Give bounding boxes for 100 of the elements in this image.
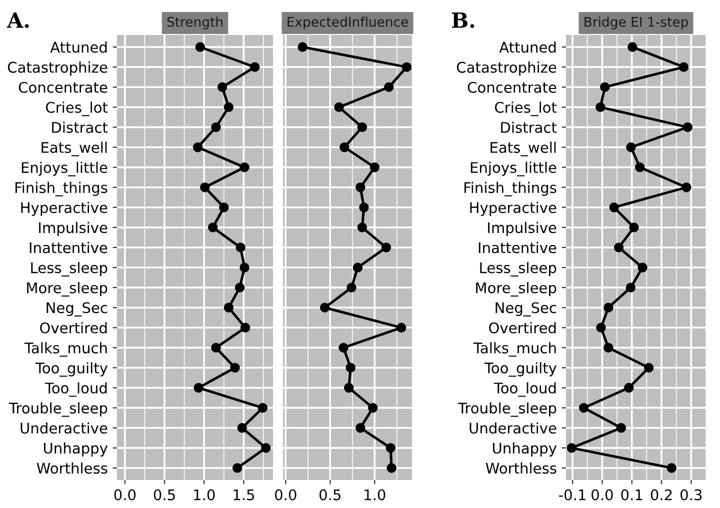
y-tick-label: Trouble_sleep [458,402,556,417]
y-tick-label: Too_guilty [35,362,108,377]
y-tick-label: Cries_lot [46,102,108,116]
y-tick-label: Neg_Sec [496,302,556,316]
point [240,262,250,272]
y-tick-label: Hyperactive [470,202,556,216]
point [344,382,354,393]
point [666,463,676,473]
x-tick-label: 0.0 [275,489,296,500]
point [208,222,218,232]
chart-title: ExpectedInfluence [288,16,408,30]
y-tick-label: Too_guilty [484,362,557,377]
point [236,242,246,252]
point [217,82,228,92]
point [616,423,626,433]
point [224,302,234,312]
y-tick-label: Enjoys_little [22,162,108,176]
y-tick-label: Unhappy [492,442,557,456]
point [600,82,610,92]
point [396,322,406,333]
y-tick-label: Finish_things [15,182,108,196]
y-tick-label: Talks_much [24,342,107,357]
y-tick-label: Attuned [499,41,556,53]
point [352,262,363,272]
x-tick-label: 1.0 [364,489,386,500]
point [346,362,356,373]
point [604,342,614,353]
point [566,443,576,453]
point [250,62,260,72]
point [596,322,606,333]
point [678,62,689,72]
point [384,82,394,92]
point [211,122,221,132]
y-tick-label: Overtired [40,322,107,334]
y-tick-label: Neg_Sec [46,302,108,316]
point [578,402,589,413]
point [609,202,619,212]
y-tick-label: Concentrate [468,82,556,93]
point [194,382,204,393]
point [368,402,378,413]
point [381,242,392,252]
point [240,162,250,172]
point [682,182,692,192]
y-tick-label: Less_sleep [480,262,556,276]
y-tick-label: Underactive [20,422,108,434]
point [604,302,614,312]
point [224,102,234,112]
y-tick-label: More_sleep [27,282,108,297]
y-tick-label: Worthless [486,462,556,474]
x-tick-label: 0.3 [680,489,702,500]
x-tick-label: 0.5 [154,489,175,500]
point [386,443,396,453]
x-tick-label: 0.5 [320,489,340,500]
y-tick-label: Less_sleep [31,262,108,276]
point [195,42,206,52]
point [237,423,247,433]
y-tick-label: Talks_much [473,342,556,357]
chart-title: Bridge EI 1-step [584,16,688,30]
point [192,142,203,152]
point [211,342,221,353]
y-tick-label: Eats_well [42,142,107,156]
point [356,182,366,192]
chart-title: Strength [167,16,222,30]
point [357,122,368,132]
y-tick-label: Impulsive [488,222,556,236]
point [614,242,624,252]
point [320,302,330,312]
point [626,282,636,292]
point [682,122,692,132]
point [338,342,348,353]
point [626,142,636,152]
x-tick-label: 1.5 [234,489,254,500]
x-tick-label: -0.1 [559,489,586,500]
y-tick-label: Attuned [50,41,107,53]
point [628,42,638,52]
point [234,282,245,292]
y-tick-label: Catastrophize [8,62,108,76]
point [232,463,242,473]
y-tick-label: More_sleep [476,282,556,297]
y-tick-label: Unhappy [44,442,108,456]
point [357,222,368,232]
point [298,42,308,52]
y-tick-label: Finish_things [464,182,556,196]
point [200,182,210,192]
y-tick-label: Impulsive [39,222,108,236]
point [340,142,350,152]
y-tick-label: Trouble_sleep [8,402,108,417]
y-tick-label: Underactive [470,422,556,434]
y-tick-label: Worthless [36,462,108,474]
point [634,162,645,172]
point [261,443,271,453]
point [402,62,412,72]
point [596,102,606,112]
y-tick-label: Hyperactive [21,202,108,216]
y-tick-label: Inattentive [30,242,108,254]
point [240,322,250,333]
y-tick-label: Enjoys_little [470,162,556,176]
y-tick-label: Distract [501,122,557,133]
point [219,202,229,212]
point [230,362,240,373]
